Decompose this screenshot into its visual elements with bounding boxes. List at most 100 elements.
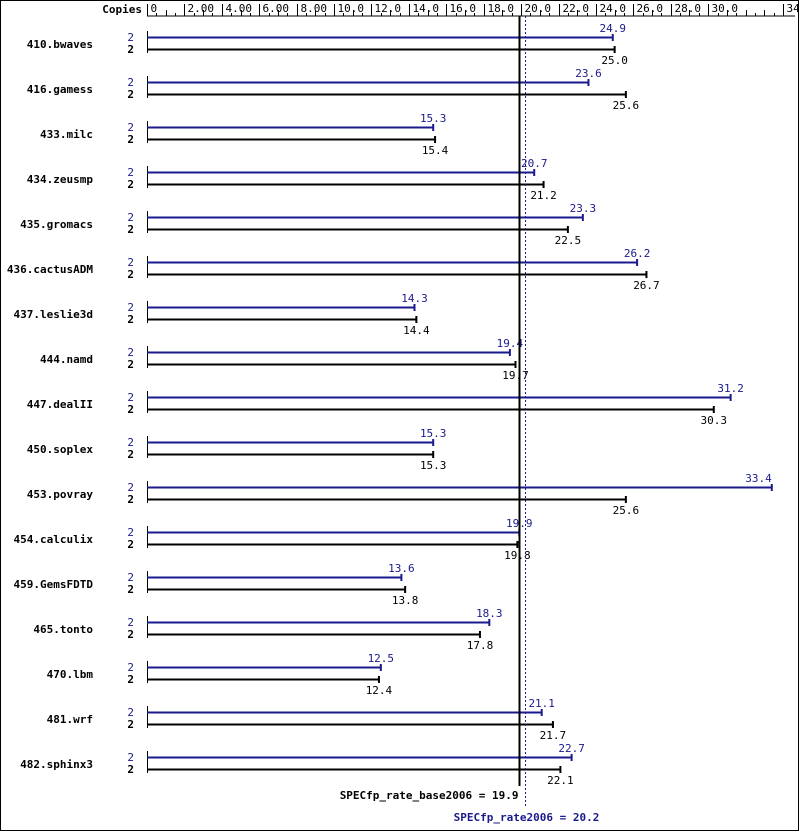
axis-title: Copies <box>102 3 142 16</box>
x-tick-label: 12.0 <box>375 2 402 15</box>
x-tick-label: 16.0 <box>450 2 477 15</box>
benchmark-row: 444.namd 2 19.4 2 19.7 <box>40 337 529 382</box>
benchmark-name: 447.dealII <box>27 398 93 411</box>
peak-copies-label: 2 <box>127 301 134 314</box>
benchmark-row: 481.wrf 2 21.1 2 21.7 <box>47 697 567 742</box>
benchmark-name: 416.gamess <box>27 83 93 96</box>
base-value-label: 13.8 <box>392 594 419 607</box>
x-tick-label: 10.0 <box>338 2 365 15</box>
peak-reference-label: SPECfp_rate2006 = 20.2 <box>454 811 600 824</box>
peak-value-label: 31.2 <box>717 382 744 395</box>
reference-lines: SPECfp_rate_base2006 = 19.9 SPECfp_rate20… <box>340 16 600 824</box>
peak-value-label: 21.1 <box>528 697 555 710</box>
x-tick-label: 22.0 <box>563 2 590 15</box>
peak-value-label: 22.7 <box>558 742 585 755</box>
peak-value-label: 20.7 <box>521 157 548 170</box>
base-copies-label: 2 <box>127 268 134 281</box>
base-copies-label: 2 <box>127 538 134 551</box>
base-value-label: 12.4 <box>366 684 393 697</box>
benchmark-name: 470.lbm <box>47 668 94 681</box>
x-tick-label: 20.0 <box>525 2 552 15</box>
base-copies-label: 2 <box>127 313 134 326</box>
base-value-label: 19.7 <box>502 369 529 382</box>
peak-copies-label: 2 <box>127 346 134 359</box>
x-tick-label: 2.00 <box>188 2 215 15</box>
benchmark-name: 434.zeusmp <box>27 173 94 186</box>
benchmark-row: 434.zeusmp 2 20.7 2 21.2 <box>27 157 557 202</box>
base-value-label: 19.8 <box>504 549 531 562</box>
benchmark-name: 436.cactusADM <box>7 263 93 276</box>
peak-value-label: 23.3 <box>570 202 597 215</box>
base-value-label: 17.8 <box>467 639 494 652</box>
peak-value-label: 19.4 <box>497 337 524 350</box>
base-copies-label: 2 <box>127 403 134 416</box>
peak-value-label: 15.3 <box>420 427 447 440</box>
benchmark-name: 450.soplex <box>27 443 94 456</box>
benchmark-row: 454.calculix219.9219.8 <box>14 517 533 562</box>
peak-value-label: 12.5 <box>368 652 395 665</box>
base-value-label: 30.3 <box>701 414 728 427</box>
peak-value-label: 24.9 <box>600 22 627 35</box>
base-value-label: 22.5 <box>555 234 582 247</box>
benchmark-row: 459.GemsFDTD 2 13.6 2 13.8 <box>14 562 419 607</box>
benchmark-name: 410.bwaves <box>27 38 93 51</box>
peak-copies-label: 2 <box>127 751 134 764</box>
peak-copies-label: 2 <box>127 571 134 584</box>
peak-copies-label: 2 <box>127 121 134 134</box>
x-tick-label: 4.00 <box>226 2 253 15</box>
benchmark-name: 459.GemsFDTD <box>14 578 94 591</box>
peak-copies-label: 2 <box>127 706 134 719</box>
base-value-label: 14.4 <box>403 324 430 337</box>
base-value-label: 25.0 <box>601 54 628 67</box>
peak-value-label: 14.3 <box>401 292 428 305</box>
benchmark-name: 433.milc <box>40 128 93 141</box>
base-copies-label: 2 <box>127 88 134 101</box>
base-copies-label: 2 <box>127 763 134 776</box>
base-value-label: 22.1 <box>547 774 574 787</box>
benchmark-row: 447.dealII 2 31.2 2 30.3 <box>27 382 744 427</box>
benchmark-row: 416.gamess 2 23.6 2 25.6 <box>27 67 639 112</box>
base-copies-label: 2 <box>127 133 134 146</box>
base-value-label: 25.6 <box>613 99 640 112</box>
benchmark-row: 482.sphinx3 2 22.7 2 22.1 <box>20 742 585 787</box>
base-copies-label: 2 <box>127 673 134 686</box>
benchmark-name: 454.calculix <box>14 533 94 546</box>
benchmark-name: 482.sphinx3 <box>20 758 93 771</box>
base-reference-label: SPECfp_rate_base2006 = 19.9 <box>340 789 519 802</box>
benchmark-name: 437.leslie3d <box>14 308 93 321</box>
benchmark-row: 435.gromacs 2 23.3 2 22.5 <box>20 202 596 247</box>
peak-copies-label: 2 <box>127 391 134 404</box>
benchmark-name: 481.wrf <box>47 713 93 726</box>
peak-value-label: 18.3 <box>476 607 503 620</box>
x-tick-label: 8.00 <box>301 2 328 15</box>
benchmark-row: 437.leslie3d 2 14.3 2 14.4 <box>14 292 430 337</box>
base-copies-label: 2 <box>127 448 134 461</box>
benchmark-name: 444.namd <box>40 353 93 366</box>
peak-value-label: 26.2 <box>624 247 651 260</box>
benchmark-row: 433.milc 2 15.3 2 15.4 <box>40 112 449 157</box>
x-tick-label: 24.0 <box>600 2 627 15</box>
x-tick-label: 18.0 <box>488 2 515 15</box>
peak-copies-label: 2 <box>127 481 134 494</box>
base-value-label: 25.6 <box>613 504 640 517</box>
x-axis: 0 2.00 4.00 6.00 8.00 10.0 12.0 14.0 16.0 18.0 20.… <box>147 2 799 17</box>
peak-copies-label: 2 <box>127 526 134 539</box>
base-copies-label: 2 <box>127 493 134 506</box>
x-tick-label: 6.00 <box>263 2 290 15</box>
peak-copies-label: 2 <box>127 166 134 179</box>
peak-copies-label: 2 <box>127 661 134 674</box>
peak-copies-label: 2 <box>127 256 134 269</box>
base-copies-label: 2 <box>127 718 134 731</box>
peak-value-label: 33.4 <box>745 472 772 485</box>
x-tick-label: 30.0 <box>712 2 739 15</box>
base-copies-label: 2 <box>127 43 134 56</box>
peak-copies-label: 2 <box>127 31 134 44</box>
base-copies-label: 2 <box>127 628 134 641</box>
x-tick-label: 26.0 <box>637 2 664 15</box>
x-tick-label: 14.0 <box>413 2 440 15</box>
x-tick-label: 28.0 <box>675 2 702 15</box>
base-value-label: 21.2 <box>530 189 557 202</box>
